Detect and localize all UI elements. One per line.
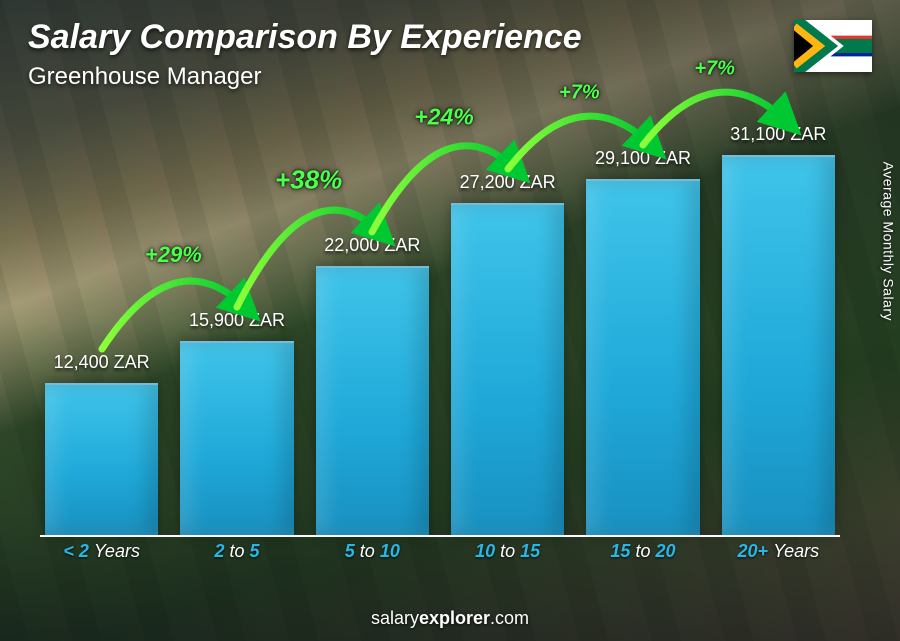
bar-value-label: 15,900 ZAR xyxy=(189,310,285,331)
footer-domain: explorer xyxy=(419,608,490,628)
x-label: 15 to 20 xyxy=(581,541,704,571)
bar-column: 31,100 ZAR xyxy=(717,124,840,535)
x-label: 2 to 5 xyxy=(175,541,298,571)
bar xyxy=(586,179,699,535)
chart-subtitle: Greenhouse Manager xyxy=(28,63,872,91)
x-label: 10 to 15 xyxy=(446,541,569,571)
header: Salary Comparison By Experience Greenhou… xyxy=(28,18,872,91)
bar xyxy=(45,383,158,535)
bar-value-label: 31,100 ZAR xyxy=(730,124,826,145)
chart-title: Salary Comparison By Experience xyxy=(28,18,872,57)
x-label: 5 to 10 xyxy=(311,541,434,571)
bar xyxy=(451,203,564,535)
bar-column: 29,100 ZAR xyxy=(581,148,704,535)
y-axis-label: Average Monthly Salary xyxy=(880,161,896,320)
bar xyxy=(316,266,429,535)
bar-column: 27,200 ZAR xyxy=(446,172,569,535)
footer-attribution: salaryexplorer.com xyxy=(0,608,900,629)
bar xyxy=(180,341,293,535)
x-labels: < 2 Years 2 to 5 5 to 10 10 to 15 15 to 20 20… xyxy=(40,541,840,571)
bar-chart: 12,400 ZAR 15,900 ZAR 22,000 ZAR 27,200 ZAR… xyxy=(40,100,840,571)
bar-column: 22,000 ZAR xyxy=(311,235,434,535)
bar-value-label: 22,000 ZAR xyxy=(324,235,420,256)
bar xyxy=(722,155,835,535)
bar-column: 15,900 ZAR xyxy=(175,310,298,535)
x-axis-line xyxy=(40,535,840,537)
bar-column: 12,400 ZAR xyxy=(40,352,163,535)
flag-south-africa-icon xyxy=(794,20,872,72)
bar-value-label: 29,100 ZAR xyxy=(595,148,691,169)
x-label: < 2 Years xyxy=(40,541,163,571)
footer-prefix: salary xyxy=(371,608,419,628)
x-label: 20+ Years xyxy=(717,541,840,571)
bar-value-label: 12,400 ZAR xyxy=(54,352,150,373)
bar-value-label: 27,200 ZAR xyxy=(460,172,556,193)
footer-suffix: .com xyxy=(490,608,529,628)
bars-container: 12,400 ZAR 15,900 ZAR 22,000 ZAR 27,200 ZAR… xyxy=(40,100,840,535)
